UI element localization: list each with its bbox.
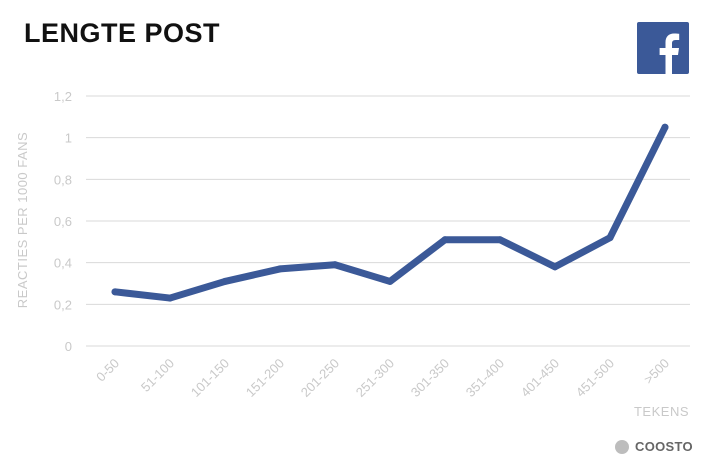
data-point-8 [551, 263, 559, 271]
x-tick-label: 351-400 [463, 356, 507, 400]
x-tick-label: 201-250 [298, 356, 342, 400]
data-point-6 [441, 236, 449, 244]
y-tick-labels: 0 0,2 0,4 0,6 0,8 1 1,2 [54, 89, 72, 354]
data-point-3 [276, 265, 284, 273]
data-point-2 [221, 277, 229, 285]
x-tick-label: 51-100 [138, 356, 177, 395]
x-tick-label: 451-500 [573, 356, 617, 400]
y-axis-title: REACTIES PER 1000 FANS [15, 132, 30, 308]
grid-lines [86, 95, 690, 347]
y-tick-label: 1 [65, 131, 72, 146]
brand-logo: COOSTO [615, 439, 693, 454]
x-tick-label: >500 [641, 356, 672, 387]
x-tick-label: 101-150 [188, 356, 232, 400]
data-point-10 [661, 123, 669, 131]
data-point-5 [386, 277, 394, 285]
y-tick-label: 1,2 [54, 89, 72, 104]
data-points [111, 123, 669, 302]
x-tick-label: 251-300 [353, 356, 397, 400]
y-tick-label: 0,2 [54, 297, 72, 312]
chart-title: LENGTE POST [24, 18, 221, 48]
x-tick-label: 151-200 [243, 356, 287, 400]
coosto-dot-icon [615, 439, 629, 454]
y-tick-label: 0,8 [54, 172, 72, 187]
x-axis-title: TEKENS [634, 404, 689, 419]
data-point-0 [111, 288, 119, 296]
x-tick-label: 0-50 [93, 356, 122, 385]
data-point-7 [496, 236, 504, 244]
y-tick-label: 0 [65, 339, 72, 354]
y-tick-label: 0,4 [54, 256, 72, 271]
data-point-1 [166, 294, 174, 302]
data-point-9 [606, 234, 614, 242]
y-tick-label: 0,6 [54, 214, 72, 229]
brand-name: COOSTO [635, 439, 693, 454]
series-line [111, 123, 669, 302]
x-tick-label: 301-350 [408, 356, 452, 400]
facebook-icon [637, 22, 689, 74]
x-tick-label: 401-450 [518, 356, 562, 400]
x-tick-labels: 0-50 51-100 101-150 151-200 201-250 251-300 30… [93, 356, 672, 400]
data-point-4 [331, 261, 339, 269]
